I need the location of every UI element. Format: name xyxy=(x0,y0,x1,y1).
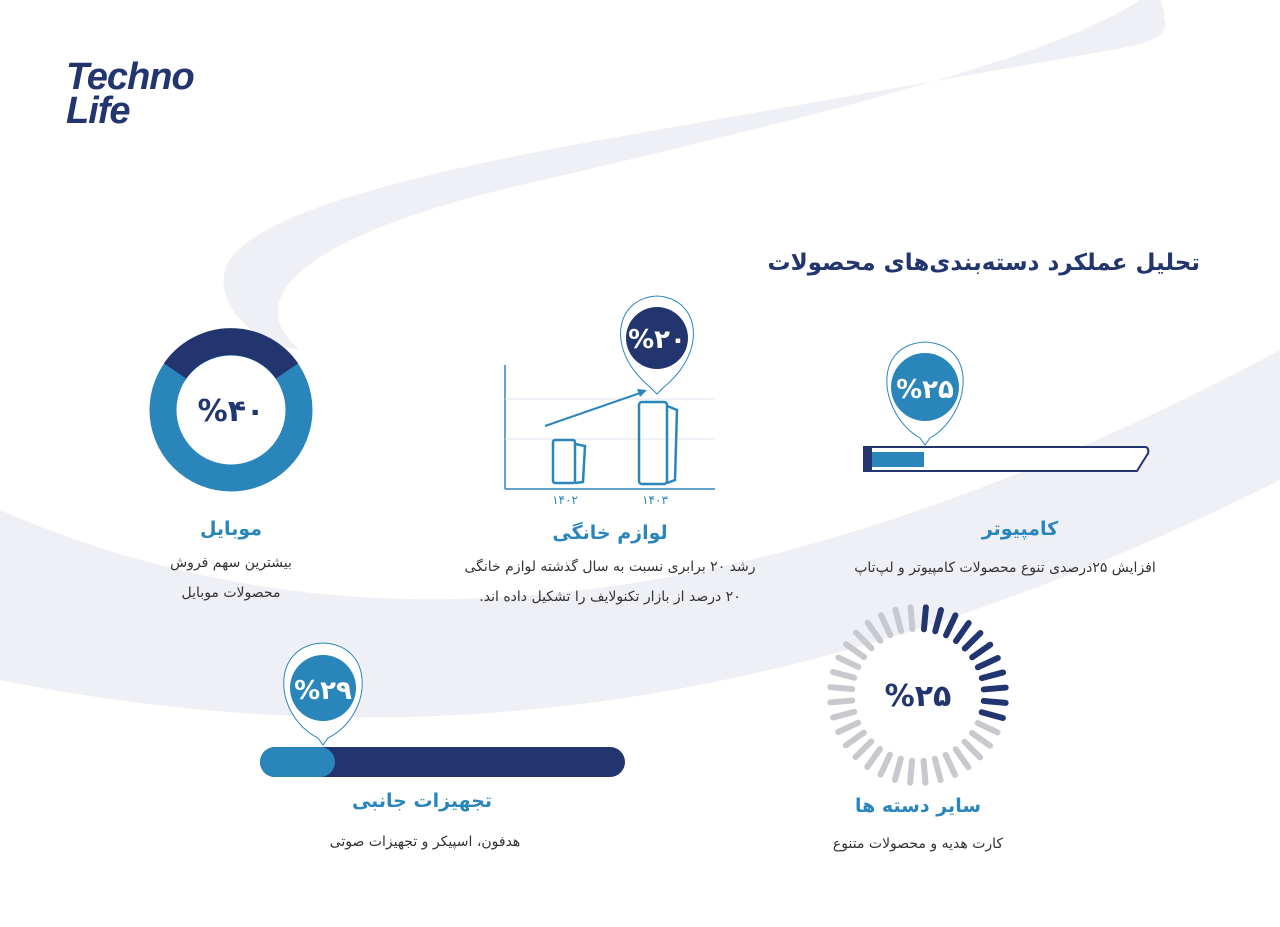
svg-text:%۲۵: %۲۵ xyxy=(896,375,954,405)
gauge-tick xyxy=(830,668,858,681)
gauge-tick xyxy=(892,606,905,635)
gauge-tick xyxy=(974,720,1001,736)
gauge-tick xyxy=(953,620,972,645)
accessories-heading: تجهیزات جانبی xyxy=(351,790,493,812)
home-appliances-chart: %۲۰ ۱۴۰۲ ۱۴۰۳ xyxy=(504,295,715,507)
gauge-tick xyxy=(877,751,893,778)
other-percent: %۲۵ xyxy=(885,679,952,714)
gauge-tick xyxy=(969,641,994,661)
gauge-tick xyxy=(829,708,858,721)
gauge-tick xyxy=(907,604,916,633)
gauge-tick xyxy=(864,619,884,644)
accessories-progress-bar: %۲۹ xyxy=(260,642,625,777)
progress-fill xyxy=(260,747,335,777)
accessories-description: هدفون، اسپیکر و تجهیزات صوتی xyxy=(329,834,521,850)
mobile-percent: %۴۰ xyxy=(198,394,265,429)
year-label: ۱۴۰۲ xyxy=(552,493,578,507)
growth-arrow xyxy=(544,391,644,427)
other-heading: سایر دسته ها xyxy=(854,795,982,817)
page-title: تحلیل عملکرد دسته‌بندی‌های محصولات xyxy=(767,250,1201,276)
gauge-tick xyxy=(864,745,883,770)
home-appliances-description: رشد ۲۰ برابری نسبت به سال گذشته لوازم خا… xyxy=(464,559,756,605)
progress-fill xyxy=(872,452,924,467)
gauge-tick xyxy=(974,655,1001,671)
gauge-tick xyxy=(978,709,1006,722)
gauge-tick xyxy=(980,697,1009,706)
other-radial-gauge: %۲۵ xyxy=(827,604,1009,786)
computer-progress-bar: %۲۵ xyxy=(863,341,1150,472)
mobile-description: بیشترین سهم فروش محصولات موبایل xyxy=(170,555,292,601)
gauge-tick xyxy=(920,757,929,786)
technolife-logo: Techno Life xyxy=(66,56,195,132)
gauge-tick xyxy=(852,629,875,652)
gauge-tick xyxy=(920,604,929,633)
gauge-tick xyxy=(891,755,904,783)
fridge-icon-1402 xyxy=(551,438,587,485)
gauge-tick xyxy=(907,757,916,786)
gauge-tick xyxy=(952,746,972,771)
gauge-tick xyxy=(843,641,868,660)
gauge-tick xyxy=(835,654,862,670)
computer-heading: کامپیوتر xyxy=(981,518,1059,540)
gauge-tick xyxy=(878,612,894,639)
gauge-tick xyxy=(961,629,984,652)
gauge-tick xyxy=(961,738,984,761)
gauge-tick xyxy=(942,751,958,778)
fridge-icon-1403 xyxy=(637,400,679,486)
gauge-tick xyxy=(931,755,944,784)
mobile-heading: موبایل xyxy=(199,518,263,540)
gauge-tick xyxy=(852,738,875,761)
year-label: ۱۴۰۳ xyxy=(642,493,668,507)
gauge-tick xyxy=(978,669,1007,682)
gauge-tick xyxy=(943,612,959,639)
gauge-tick xyxy=(827,697,856,706)
home-appliances-heading: لوازم خانگی xyxy=(552,522,668,544)
other-description: کارت هدیه و محصولات متنوع xyxy=(832,836,1004,852)
mobile-donut-chart: %۴۰ xyxy=(149,328,313,492)
gauge-tick xyxy=(827,684,856,693)
gauge-tick xyxy=(980,684,1009,693)
gauge-tick xyxy=(835,719,862,735)
gauge-tick xyxy=(842,729,867,749)
svg-text:%۲۹: %۲۹ xyxy=(294,676,352,706)
donut-highlight-arc xyxy=(163,328,299,380)
svg-text:%۲۰: %۲۰ xyxy=(628,325,686,355)
gauge-tick xyxy=(968,730,993,749)
gauge-tick xyxy=(932,607,945,635)
computer-description: افزایش ۲۵درصدی تنوع محصولات کامپیوتر و ل… xyxy=(854,560,1156,576)
